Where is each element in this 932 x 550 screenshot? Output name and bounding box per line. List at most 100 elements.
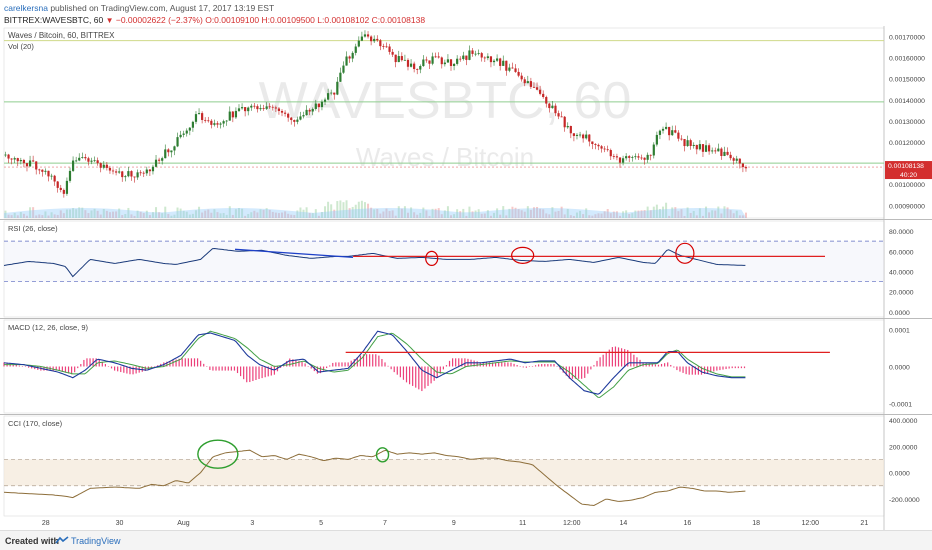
volume-bar <box>459 211 462 218</box>
candle-body <box>290 117 293 121</box>
rsi-circle-annotation <box>511 246 535 264</box>
candle-body <box>13 158 16 160</box>
candle-body <box>293 120 296 122</box>
macd-histogram-bar <box>70 366 73 375</box>
macd-histogram-bar <box>464 358 466 367</box>
candle-body <box>274 107 277 109</box>
volume-bar <box>603 211 606 218</box>
candle-body <box>265 106 268 109</box>
volume-bar <box>480 213 483 218</box>
candle-body <box>62 189 65 194</box>
volume-bar <box>692 210 695 218</box>
macd-histogram-bar <box>319 366 322 374</box>
candle-body <box>327 93 330 100</box>
volume-bar <box>625 210 628 218</box>
candle-body <box>689 140 692 146</box>
chart-area[interactable]: WAVESBTC, 60 Waves / Bitcoin Waves / Bitco… <box>0 26 932 530</box>
candle-body <box>606 149 609 151</box>
candle-body <box>698 144 701 150</box>
volume-bar <box>720 213 723 218</box>
macd-histogram-bar <box>654 364 656 367</box>
macd-histogram-bar <box>488 362 491 367</box>
candle-body <box>339 72 342 82</box>
tradingview-brand[interactable]: TradingView <box>71 536 121 546</box>
candle-body <box>259 108 262 110</box>
volume-bar <box>536 206 539 218</box>
volume-bar <box>22 213 25 218</box>
volume-bar <box>662 206 665 218</box>
volume-bar <box>382 211 385 218</box>
volume-bar <box>440 214 443 218</box>
macd-histogram-bar <box>239 366 242 377</box>
candle-body <box>385 46 388 48</box>
candle-body <box>348 56 351 59</box>
macd-histogram-bar <box>212 366 214 371</box>
candle-body <box>228 111 231 121</box>
volume-bar <box>93 208 96 218</box>
macd-histogram-bar <box>584 366 586 378</box>
macd-histogram-bar <box>172 360 174 367</box>
macd-histogram-bar <box>676 366 678 371</box>
volume-bar <box>548 214 551 218</box>
candle-body <box>268 106 271 108</box>
candle-body <box>139 172 142 174</box>
author-link[interactable]: carelkersna <box>4 3 48 13</box>
x-tick-label: 7 <box>383 520 387 527</box>
macd-histogram-bar <box>531 366 534 367</box>
macd-histogram-bar <box>286 361 288 367</box>
volume-bar <box>59 210 62 218</box>
candle-body <box>446 59 450 63</box>
macd-histogram-bar <box>307 365 309 367</box>
volume-bar <box>591 215 594 218</box>
candle-body <box>634 156 637 158</box>
volume-bar <box>560 206 563 218</box>
volume-bar <box>539 208 542 218</box>
macd-histogram-bar <box>135 366 137 374</box>
rsi-circle-annotation <box>675 242 695 264</box>
candle-body <box>370 36 373 42</box>
candle-body <box>84 157 87 159</box>
macd-histogram-bar <box>608 349 610 367</box>
macd-histogram-bar <box>218 366 220 371</box>
volume-bar <box>90 210 93 218</box>
candle-body <box>59 187 62 190</box>
rsi-tick-label: 20.0000 <box>889 290 914 297</box>
macd-histogram-bar <box>697 366 700 375</box>
candle-body <box>621 158 625 163</box>
macd-histogram-bar <box>46 366 48 371</box>
candle-body <box>723 151 726 156</box>
candle-body <box>22 159 26 164</box>
volume-bar <box>668 215 671 218</box>
volume-bar <box>360 200 363 218</box>
macd-histogram-bar <box>322 366 325 371</box>
macd-histogram-bar <box>405 366 408 383</box>
volume-bar <box>50 212 53 218</box>
volume-bar <box>622 211 625 218</box>
macd-histogram-bar <box>390 366 392 370</box>
volume-bar <box>10 215 13 218</box>
candle-body <box>164 149 167 159</box>
volume-bar <box>489 215 492 218</box>
candle-body <box>419 66 422 70</box>
macd-histogram-bar <box>605 352 607 367</box>
candle-body <box>142 172 145 174</box>
volume-bar <box>646 206 649 218</box>
volume-bar <box>19 212 22 218</box>
volume-bar <box>336 201 339 218</box>
candle-body <box>535 87 539 90</box>
candle-body <box>520 75 523 80</box>
candle-body <box>136 172 139 178</box>
macd-histogram-bar <box>144 366 146 371</box>
macd-histogram-bar <box>178 358 180 367</box>
volume-bar <box>87 213 90 218</box>
macd-histogram-bar <box>350 360 352 367</box>
tradingview-logo-icon <box>55 536 69 544</box>
candle-body <box>443 62 446 65</box>
candle-body <box>354 46 357 53</box>
candle-body <box>323 99 327 102</box>
volume-bar <box>158 212 161 218</box>
candle-body <box>10 158 13 160</box>
macd-tick-label: 0.0000 <box>889 365 910 372</box>
volume-bar <box>579 210 582 218</box>
rsi-trendline <box>235 248 354 259</box>
